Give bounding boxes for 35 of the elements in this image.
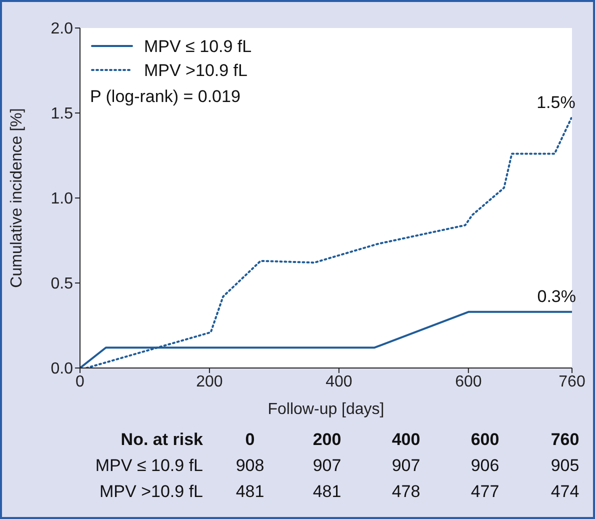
- text: MPV ≤ 10.9 fL: [95, 456, 203, 476]
- x-tick-label: 600: [455, 373, 482, 390]
- x-tick-label: 760: [558, 373, 586, 390]
- text: MPV >10.9 fL: [100, 482, 203, 502]
- x-axis-title: Follow-up [days]: [268, 401, 384, 418]
- y-tick-label: 2.0: [50, 20, 74, 38]
- text: 400: [390, 430, 422, 450]
- text: 760: [550, 430, 580, 450]
- text: 478: [390, 482, 422, 502]
- text: 477: [470, 482, 500, 502]
- y-tick-label: 1.5: [50, 106, 74, 123]
- text: 905: [550, 456, 580, 476]
- text: 200: [312, 430, 342, 450]
- text: No. at risk: [120, 430, 203, 450]
- annotation: 0.3%: [537, 286, 576, 306]
- legend-label: MPV ≤ 10.9 fL: [144, 37, 252, 56]
- text: 906: [470, 456, 500, 476]
- y-tick-label: 0.5: [50, 276, 74, 293]
- text: 481: [312, 482, 342, 502]
- annotation: 1.5%: [536, 93, 576, 112]
- text: 908: [234, 456, 266, 476]
- annotation: P (log-rank) = 0.019: [90, 87, 240, 106]
- text: 474: [550, 482, 580, 502]
- x-tick-label: 0: [76, 373, 85, 390]
- y-axis-title: Cumulative incidence [%]: [8, 108, 26, 288]
- x-tick-label: 400: [326, 373, 352, 390]
- text: 907: [312, 456, 342, 476]
- y-tick-label: 1.0: [50, 190, 74, 208]
- legend-label: MPV >10.9 fL: [144, 61, 248, 80]
- text: 0: [244, 430, 256, 450]
- text: 481: [234, 482, 266, 502]
- text: 907: [390, 456, 422, 476]
- text: 600: [470, 430, 500, 450]
- y-tick-label: 0.0: [50, 360, 74, 378]
- x-tick-label: 200: [196, 373, 223, 390]
